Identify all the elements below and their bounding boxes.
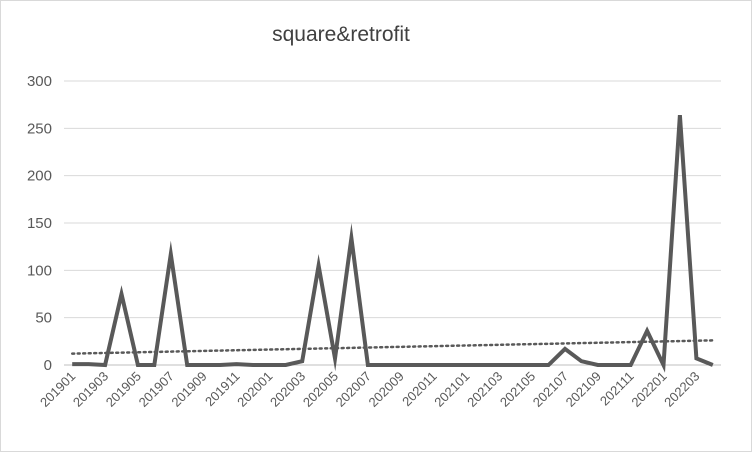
x-tick-label: 202105 xyxy=(497,369,538,410)
x-tick-label: 202011 xyxy=(399,369,440,410)
x-tick-label: 202005 xyxy=(300,369,341,410)
y-tick-label: 200 xyxy=(27,168,52,185)
chart-title: square&retrofit xyxy=(272,23,410,46)
x-tick-label: 201903 xyxy=(70,369,111,410)
x-tick-label: 202003 xyxy=(267,369,308,410)
x-tick-label: 201905 xyxy=(103,369,144,410)
x-tick-label: 202203 xyxy=(661,369,702,410)
y-tick-label: 250 xyxy=(27,120,52,137)
x-tick-label: 202103 xyxy=(464,369,505,410)
x-tick-label: 202101 xyxy=(431,369,472,410)
x-tick-label: 202107 xyxy=(530,369,571,410)
x-tick-label: 202007 xyxy=(333,369,374,410)
series-line xyxy=(72,114,714,373)
series-layer xyxy=(70,114,715,373)
trendline xyxy=(70,339,715,355)
y-tick-label: 0 xyxy=(44,357,52,374)
x-tick-label: 202109 xyxy=(563,369,604,410)
x-tick-label: 201911 xyxy=(202,369,243,410)
y-tick-label: 150 xyxy=(27,215,52,232)
y-tick-label: 100 xyxy=(27,262,52,279)
y-tick-label: 50 xyxy=(35,310,52,327)
x-tick-label: 202001 xyxy=(234,369,275,410)
x-tick-label: 201901 xyxy=(37,369,78,410)
x-tick-label: 201909 xyxy=(168,369,209,410)
x-axis-ticks: 2019012019032019052019072019092019112020… xyxy=(37,369,702,410)
y-tick-label: 300 xyxy=(27,73,52,90)
x-tick-label: 202009 xyxy=(366,369,407,410)
x-tick-label: 201907 xyxy=(136,369,177,410)
x-tick-label: 202201 xyxy=(628,369,669,410)
y-axis-ticks: 0 50 100 150 200 250 300 xyxy=(27,73,52,374)
